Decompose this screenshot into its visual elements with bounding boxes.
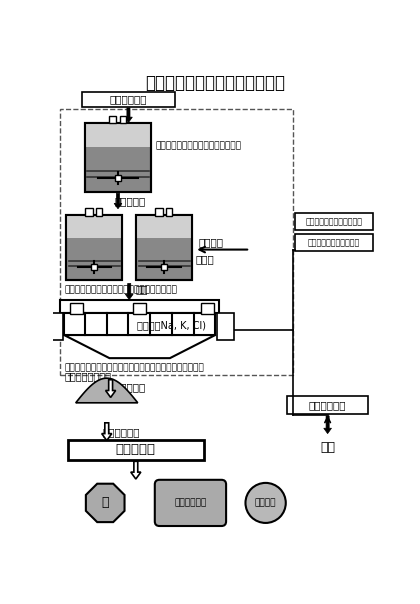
Text: 鉛・重鉛原料: 鉛・重鉛原料	[174, 498, 207, 507]
Bar	[155, 208, 163, 216]
Bar	[133, 303, 145, 314]
Text: 浸出槽: 浸出槽	[195, 254, 214, 264]
Bar	[161, 264, 167, 271]
Text: 放流: 放流	[320, 441, 335, 454]
Bar	[64, 313, 215, 335]
Bar	[66, 215, 122, 280]
Bar	[120, 115, 126, 123]
Polygon shape	[64, 335, 215, 358]
Bar	[45, 313, 63, 341]
Bar	[287, 396, 368, 414]
Polygon shape	[125, 283, 133, 300]
Polygon shape	[131, 461, 141, 479]
Bar	[60, 300, 219, 313]
Bar	[115, 175, 121, 181]
Text: 有価金属リサイクル施設: 有価金属リサイクル施設	[308, 238, 360, 247]
Text: 浸出: 浸出	[135, 284, 148, 295]
Text: 再資源化飛灰: 再資源化飛灰	[103, 427, 140, 437]
Circle shape	[245, 483, 286, 523]
Bar	[295, 213, 373, 230]
Bar	[60, 109, 293, 375]
Bar	[85, 123, 151, 147]
Polygon shape	[102, 423, 112, 440]
Polygon shape	[76, 378, 138, 403]
Bar	[66, 215, 122, 238]
Bar	[109, 115, 116, 123]
Bar	[91, 264, 97, 271]
Polygon shape	[125, 108, 132, 123]
Text: 銅製錬施設: 銅製錬施設	[116, 443, 156, 456]
Bar	[96, 208, 102, 216]
Polygon shape	[86, 484, 125, 522]
Bar	[217, 313, 234, 341]
Text: 鉄スラグ: 鉄スラグ	[255, 498, 276, 507]
Bar	[70, 303, 83, 314]
Bar	[85, 123, 151, 192]
Text: 豊島廃棄物等中間処理施設: 豊島廃棄物等中間処理施設	[305, 217, 362, 226]
Text: ろ過　（脱塩素）: ろ過 （脱塩素）	[64, 371, 111, 382]
Text: 溶融飛灰再資源化施設フロー図: 溶融飛灰再資源化施設フロー図	[145, 74, 285, 92]
FancyBboxPatch shape	[155, 480, 226, 526]
Bar	[136, 215, 192, 238]
Polygon shape	[324, 416, 331, 434]
Text: 溶融飛灰: 溶融飛灰	[198, 237, 223, 247]
Bar	[136, 215, 192, 280]
Polygon shape	[114, 193, 122, 209]
Polygon shape	[105, 380, 116, 397]
Text: 製錬原料化: 製錬原料化	[115, 382, 146, 393]
Text: 全自動フィルタープレス　（ろ布洗浄、ケーキ洗浄機能）: 全自動フィルタープレス （ろ布洗浄、ケーキ洗浄機能）	[64, 363, 204, 372]
Bar	[85, 123, 151, 192]
Bar	[136, 215, 192, 280]
Text: （配管閉塞防止システム、自動比重調整機能）: （配管閉塞防止システム、自動比重調整機能）	[64, 285, 177, 294]
Text: 受入槽　（配管閉塞防止システム）: 受入槽 （配管閉塞防止システム）	[155, 141, 242, 150]
Text: スラリー化: スラリー化	[114, 196, 145, 206]
Bar	[68, 440, 204, 460]
Text: 市町溶融飛灰: 市町溶融飛灰	[110, 94, 147, 104]
Bar	[201, 303, 214, 314]
Text: 銅: 銅	[102, 496, 109, 509]
Bar	[85, 208, 93, 216]
Text: 洗浄液　Na, K, Cl): 洗浄液 Na, K, Cl)	[137, 320, 206, 330]
Bar	[165, 208, 172, 216]
Text: 排水処理工場: 排水処理工場	[309, 400, 346, 410]
Bar	[82, 92, 175, 107]
Bar	[66, 215, 122, 280]
Bar	[295, 234, 373, 251]
